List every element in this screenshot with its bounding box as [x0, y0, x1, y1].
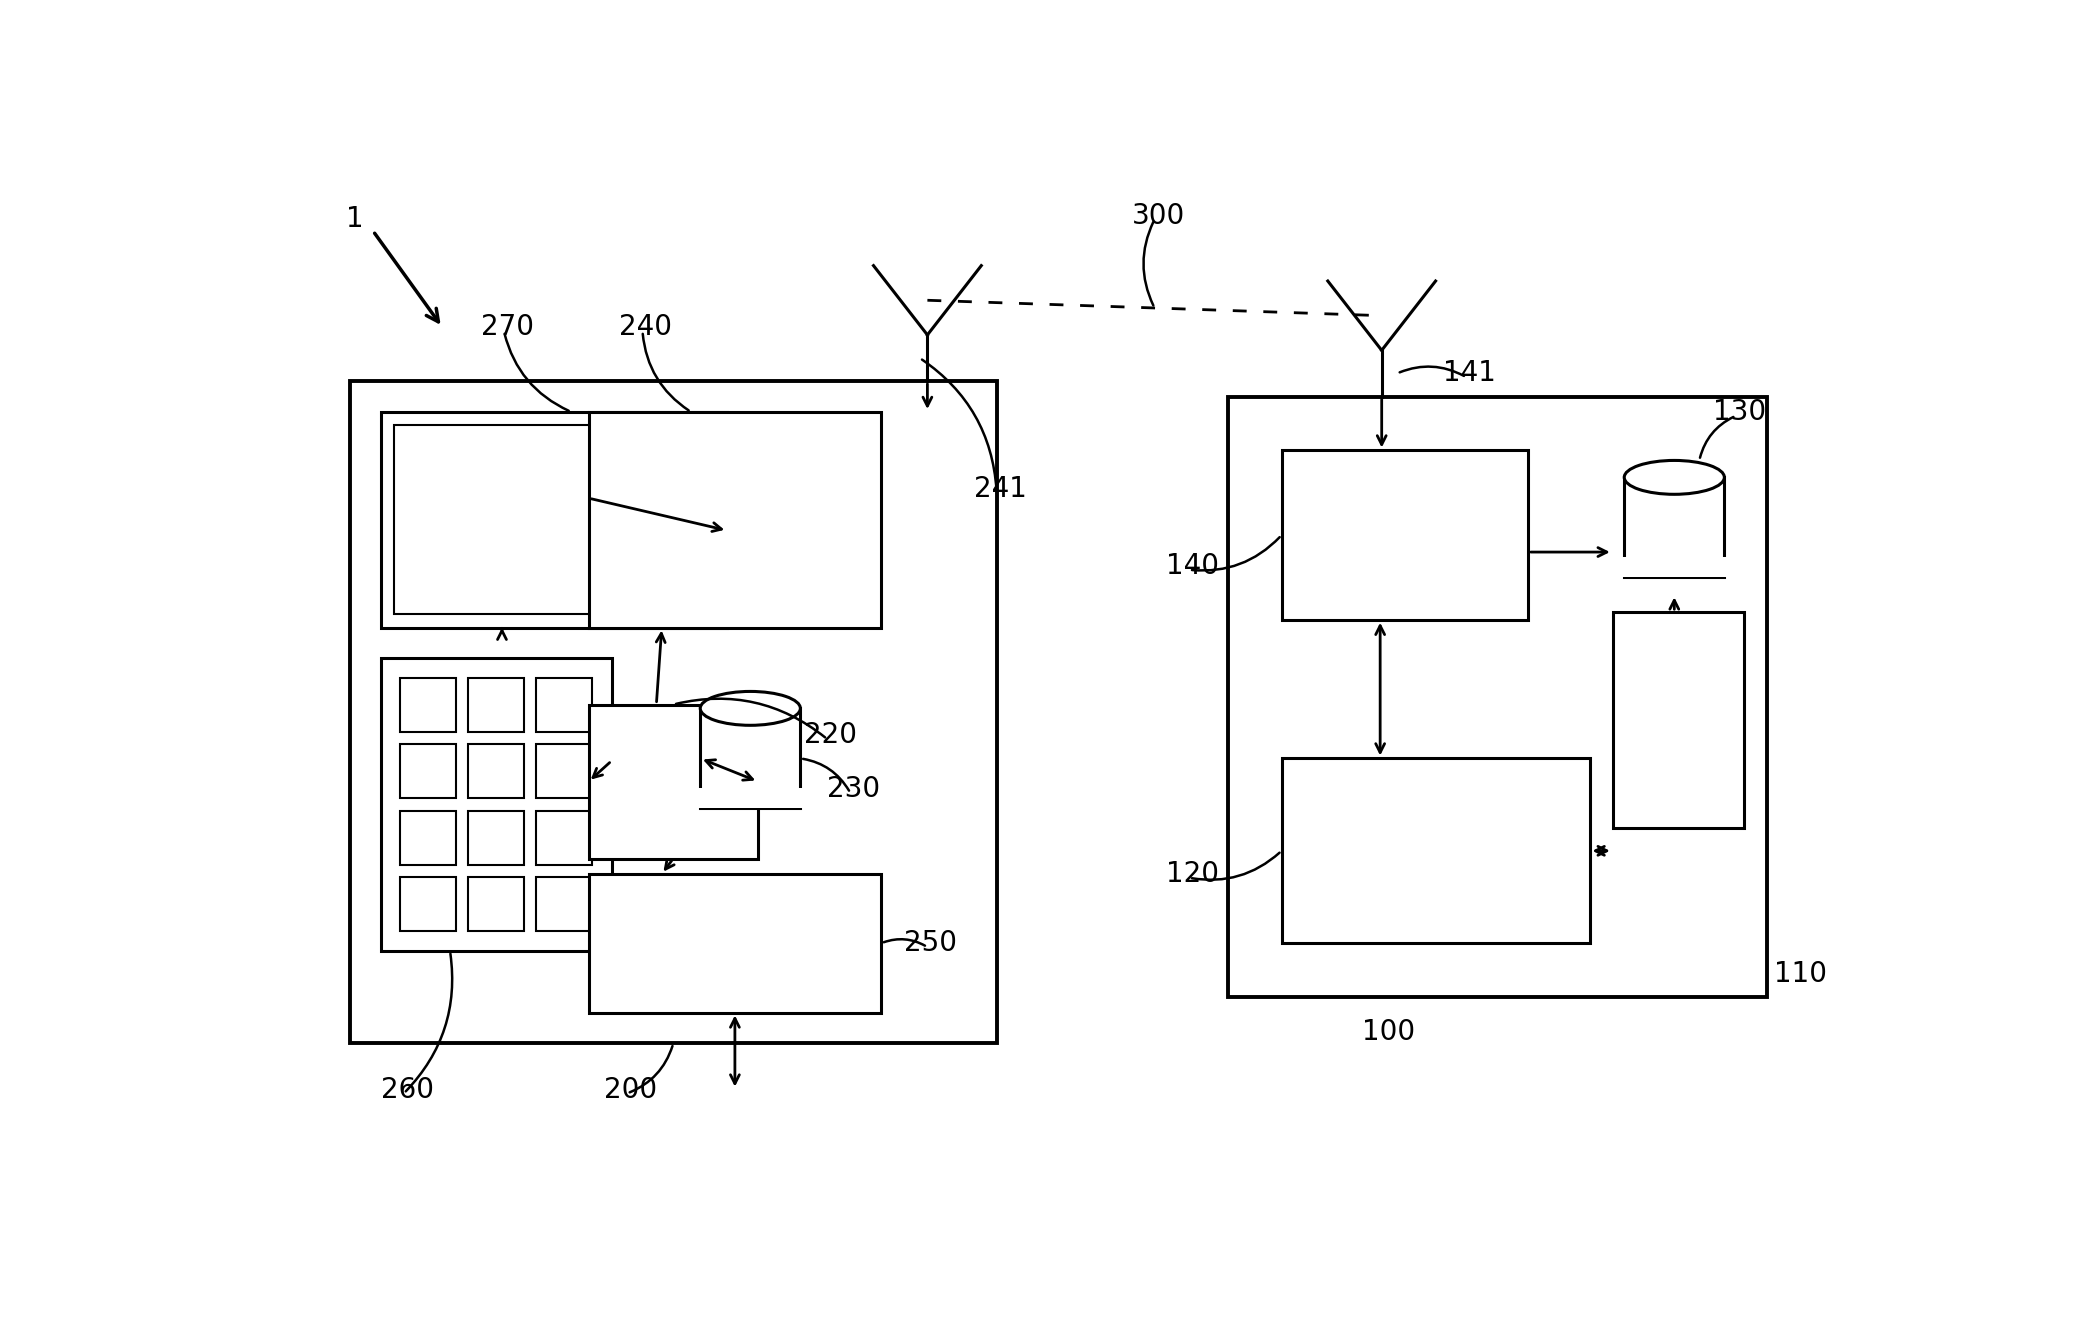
- Bar: [537, 679, 593, 732]
- Text: 120: 120: [1167, 861, 1219, 888]
- Bar: [697, 788, 805, 809]
- Ellipse shape: [701, 692, 801, 725]
- Bar: [468, 878, 524, 931]
- Bar: [468, 679, 524, 732]
- Text: 260: 260: [381, 1076, 435, 1104]
- Bar: [1227, 397, 1766, 997]
- Text: 241: 241: [973, 475, 1025, 503]
- Ellipse shape: [1624, 560, 1724, 595]
- Bar: [1624, 477, 1724, 578]
- Bar: [537, 811, 593, 865]
- Text: 140: 140: [1167, 552, 1219, 580]
- Text: 1: 1: [345, 206, 364, 234]
- Text: 200: 200: [603, 1076, 657, 1104]
- Bar: [468, 811, 524, 865]
- Text: 220: 220: [805, 721, 857, 749]
- Bar: [1281, 450, 1529, 620]
- Ellipse shape: [1624, 461, 1724, 494]
- Ellipse shape: [701, 791, 801, 826]
- Bar: [468, 745, 524, 798]
- Bar: [1612, 612, 1743, 827]
- Bar: [589, 412, 882, 628]
- Bar: [537, 878, 593, 931]
- Bar: [1620, 556, 1728, 578]
- Text: 240: 240: [620, 313, 672, 341]
- Bar: [381, 412, 728, 628]
- Bar: [537, 745, 593, 798]
- Text: 141: 141: [1444, 360, 1496, 388]
- Bar: [349, 381, 996, 1044]
- Bar: [399, 878, 456, 931]
- Text: 250: 250: [905, 930, 957, 957]
- Bar: [589, 705, 757, 858]
- Bar: [589, 874, 882, 1012]
- Text: 110: 110: [1774, 960, 1828, 988]
- Bar: [393, 425, 713, 615]
- Bar: [1281, 758, 1589, 943]
- Bar: [701, 708, 801, 809]
- Text: 130: 130: [1712, 398, 1766, 426]
- Text: 300: 300: [1132, 202, 1186, 230]
- Text: 270: 270: [480, 313, 535, 341]
- Bar: [399, 679, 456, 732]
- Bar: [381, 659, 612, 951]
- Text: 230: 230: [828, 776, 880, 803]
- Text: 100: 100: [1362, 1017, 1416, 1045]
- Bar: [399, 745, 456, 798]
- Bar: [399, 811, 456, 865]
